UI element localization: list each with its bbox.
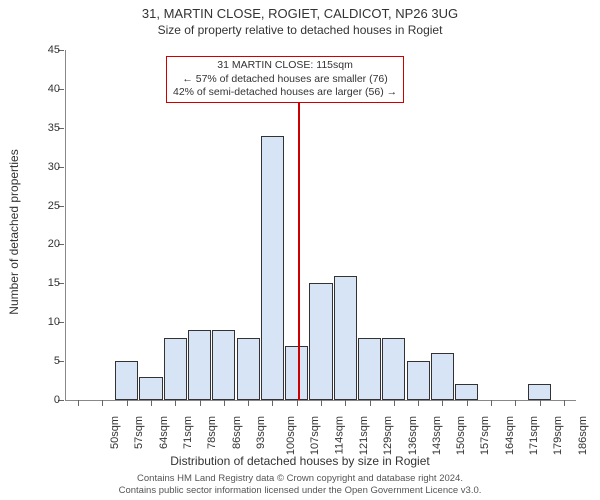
y-tick-label: 20 xyxy=(30,238,60,250)
plot-area: 31 MARTIN CLOSE: 115sqm ← 57% of detache… xyxy=(65,50,576,401)
y-tick-label: 30 xyxy=(30,161,60,173)
x-tick xyxy=(442,400,443,406)
x-tick xyxy=(418,400,419,406)
y-tick-label: 35 xyxy=(30,122,60,134)
x-tick-label: 164sqm xyxy=(504,416,516,455)
x-tick-label: 171sqm xyxy=(528,416,540,455)
x-tick-label: 136sqm xyxy=(407,416,419,455)
x-tick-label: 114sqm xyxy=(333,416,345,454)
attribution-line-2: Contains public sector information licen… xyxy=(0,485,600,496)
chart-container: 31 MARTIN CLOSE: 115sqm ← 57% of detache… xyxy=(65,50,575,430)
marker-line xyxy=(298,102,300,400)
histogram-bar xyxy=(382,338,405,400)
x-tick xyxy=(345,400,346,406)
x-tick xyxy=(467,400,468,406)
y-tick-label: 40 xyxy=(30,83,60,95)
histogram-bar xyxy=(334,276,357,400)
histogram-bar xyxy=(237,338,260,400)
histogram-bar xyxy=(455,384,478,400)
histogram-bar xyxy=(164,338,187,400)
histogram-bar xyxy=(407,361,430,400)
histogram-bar xyxy=(139,377,162,400)
histogram-bar xyxy=(115,361,138,400)
x-tick xyxy=(564,400,565,406)
histogram-bar xyxy=(285,346,308,400)
x-tick-label: 121sqm xyxy=(358,416,370,455)
callout-line-2: ← 57% of detached houses are smaller (76… xyxy=(173,73,397,87)
x-tick-label: 150sqm xyxy=(455,416,467,455)
attribution: Contains HM Land Registry data © Crown c… xyxy=(0,473,600,496)
x-tick xyxy=(127,400,128,406)
page-subtitle: Size of property relative to detached ho… xyxy=(0,21,600,37)
x-tick-label: 50sqm xyxy=(109,416,121,449)
x-tick-label: 107sqm xyxy=(310,416,322,455)
x-tick xyxy=(491,400,492,406)
x-tick xyxy=(175,400,176,406)
histogram-bar xyxy=(212,330,235,400)
x-tick-label: 71sqm xyxy=(182,416,194,449)
y-tick-label: 10 xyxy=(30,316,60,328)
histogram-bar xyxy=(188,330,211,400)
x-tick xyxy=(248,400,249,406)
x-tick xyxy=(200,400,201,406)
attribution-line-1: Contains HM Land Registry data © Crown c… xyxy=(0,473,600,484)
y-tick-label: 15 xyxy=(30,277,60,289)
x-tick-label: 129sqm xyxy=(382,416,394,455)
x-tick xyxy=(394,400,395,406)
x-tick xyxy=(102,400,103,406)
callout-line-1: 31 MARTIN CLOSE: 115sqm xyxy=(173,59,397,73)
y-tick-label: 5 xyxy=(30,355,60,367)
x-tick xyxy=(297,400,298,406)
histogram-bar xyxy=(358,338,381,400)
x-axis-label: Distribution of detached houses by size … xyxy=(0,454,600,468)
page-title: 31, MARTIN CLOSE, ROGIET, CALDICOT, NP26… xyxy=(0,0,600,21)
x-tick xyxy=(224,400,225,406)
y-tick-label: 25 xyxy=(30,200,60,212)
callout-box: 31 MARTIN CLOSE: 115sqm ← 57% of detache… xyxy=(166,56,404,103)
x-tick xyxy=(370,400,371,406)
x-tick xyxy=(151,400,152,406)
x-tick-label: 186sqm xyxy=(577,416,589,455)
histogram-bar xyxy=(261,136,284,400)
x-tick-label: 157sqm xyxy=(480,416,492,455)
x-tick-label: 100sqm xyxy=(285,416,297,455)
x-tick-label: 93sqm xyxy=(255,416,267,449)
y-tick-label: 0 xyxy=(30,394,60,406)
y-axis-label: Number of detached properties xyxy=(7,149,21,314)
x-tick xyxy=(78,400,79,406)
x-tick-label: 179sqm xyxy=(552,416,564,455)
x-tick xyxy=(515,400,516,406)
x-tick xyxy=(540,400,541,406)
x-tick-label: 57sqm xyxy=(133,416,145,449)
x-tick-label: 143sqm xyxy=(431,416,443,455)
y-tick-label: 45 xyxy=(30,44,60,56)
histogram-bar xyxy=(431,353,454,400)
x-tick-label: 78sqm xyxy=(206,416,218,449)
callout-line-3: 42% of semi-detached houses are larger (… xyxy=(173,86,397,100)
x-tick xyxy=(272,400,273,406)
x-tick-label: 64sqm xyxy=(158,416,170,449)
x-tick xyxy=(321,400,322,406)
histogram-bar xyxy=(528,384,551,400)
x-tick-label: 86sqm xyxy=(231,416,243,449)
histogram-bar xyxy=(309,283,332,400)
